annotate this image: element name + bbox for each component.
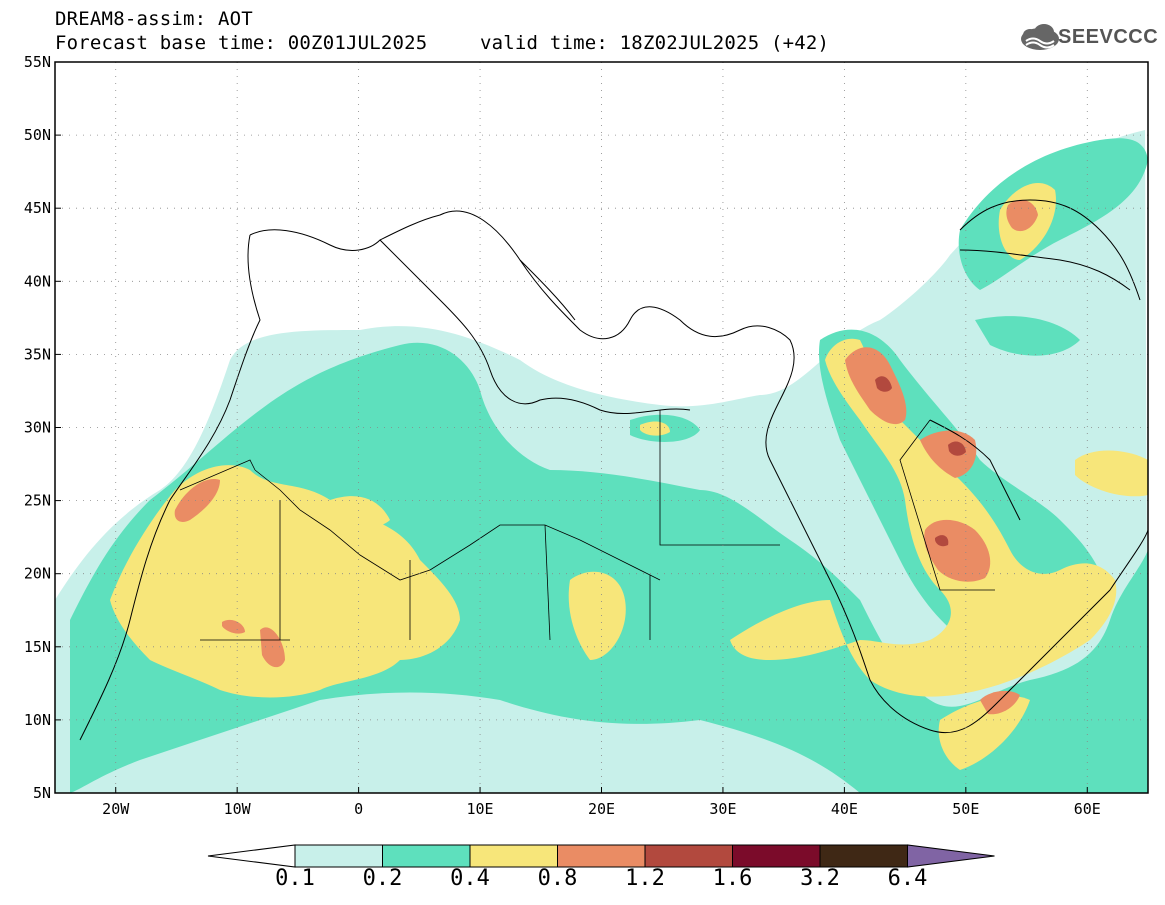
lon-tick-label: 40E [831, 800, 858, 818]
latitude-ticks: 55N 50N 45N 40N 35N 30N 25N 20N 15N 10N 5N [24, 53, 61, 802]
lon-tick-label: 20W [102, 800, 130, 818]
colorbar-label: 6.4 [887, 866, 928, 891]
logo-text: SEEVCCC [1058, 26, 1159, 48]
valid-time: valid time: 18Z02JUL2025 (+42) [480, 32, 830, 54]
lat-tick-label: 30N [24, 419, 51, 437]
lat-tick-label: 40N [24, 272, 51, 290]
lon-tick-label: 10W [224, 800, 252, 818]
cloud-icon [1021, 24, 1059, 50]
colorbar-low-arrow [207, 844, 296, 868]
lat-tick-label: 15N [24, 638, 51, 656]
lon-tick-label: 60E [1074, 800, 1101, 818]
lat-tick-label: 20N [24, 565, 51, 583]
colorbar-segment [557, 844, 646, 868]
aot-level-0.4 [110, 182, 1148, 770]
coastlines [79, 199, 1148, 741]
gridlines [55, 61, 1148, 794]
aot-level-1.2 [875, 376, 966, 547]
lon-tick-label: 30E [709, 800, 736, 818]
colorbar-label: 0.1 [275, 866, 315, 891]
lon-tick-label: 10E [467, 800, 494, 818]
longitude-ticks: 20W 10W 0 10E 20E 30E 40E 50E 60E [102, 787, 1101, 818]
map-title: DREAM8-assim: AOT [55, 8, 253, 30]
lat-tick-label: 50N [24, 126, 51, 144]
lat-tick-label: 55N [24, 53, 51, 71]
lat-tick-label: 10N [24, 711, 51, 729]
colorbar-segment [469, 844, 558, 868]
seevccc-logo [1021, 24, 1059, 50]
colorbar-segment [382, 844, 471, 868]
lon-tick-label: 20E [588, 800, 615, 818]
colorbar-segment [732, 844, 821, 868]
colorbar-label: 0.8 [537, 866, 578, 891]
colorbar-label: 1.2 [625, 866, 665, 891]
colorbar-segment [644, 844, 733, 868]
colorbar-label: 0.2 [362, 866, 403, 891]
colorbar-label: 0.4 [450, 866, 490, 891]
lat-tick-label: 35N [24, 345, 51, 363]
colorbar [207, 844, 995, 868]
colorbar-segment [294, 844, 383, 868]
country-borders [179, 410, 995, 641]
lon-tick-label: 0 [354, 800, 363, 818]
colorbar-label: 1.6 [712, 866, 753, 891]
colorbar-label: 3.2 [800, 866, 840, 891]
lon-tick-label: 50E [952, 800, 979, 818]
lat-tick-label: 45N [24, 199, 51, 217]
lat-tick-label: 25N [24, 492, 51, 510]
forecast-base-time: Forecast base time: 00Z01JUL2025 [55, 32, 428, 54]
colorbar-segment [819, 844, 908, 868]
lat-tick-label: 5N [33, 784, 51, 802]
colorbar-high-arrow [907, 844, 995, 868]
